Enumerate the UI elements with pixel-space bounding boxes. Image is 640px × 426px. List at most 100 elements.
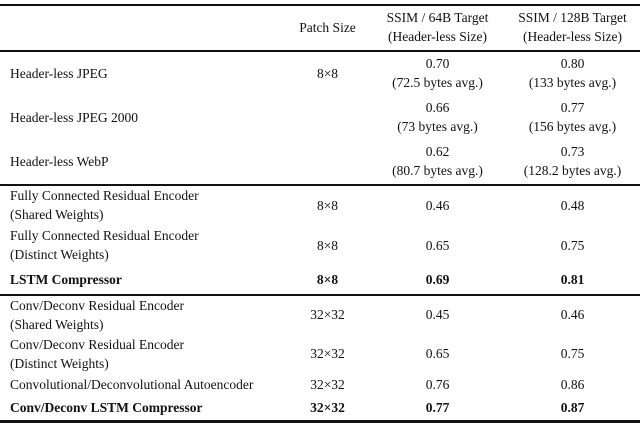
ssim-128b-cell: 0.77 (156 bytes avg.) <box>505 96 640 140</box>
row-label-line2: (Distinct Weights) <box>10 247 109 262</box>
ssim-128b-value: 0.46 <box>560 307 585 323</box>
ssim-128b-cell: 0.48 <box>505 186 640 226</box>
row-label: LSTM Compressor <box>10 271 122 287</box>
ssim-64b-value: 0.62 <box>425 144 450 160</box>
row-label: Conv/Deconv Residual Encoder <box>10 336 184 352</box>
row-label-cell: Fully Connected Residual Encoder (Shared… <box>0 186 285 226</box>
patch-size-value: 32×32 <box>310 346 345 362</box>
row-label-cell: LSTM Compressor <box>0 266 285 294</box>
table-row-headerless-webp: Header-less WebP 0.62 (80.7 bytes avg.) … <box>0 140 640 184</box>
ssim-64b-cell: 0.66 (73 bytes avg.) <box>370 96 505 140</box>
group-divider-rule-2 <box>0 294 640 296</box>
table-row-fc-residual-shared: Fully Connected Residual Encoder (Shared… <box>0 186 640 226</box>
row-label-line2: (Shared Weights) <box>10 207 104 222</box>
table-row-fc-residual-distinct: Fully Connected Residual Encoder (Distin… <box>0 226 640 266</box>
ssim-64b-cell: 0.70 (72.5 bytes avg.) <box>370 52 505 96</box>
ssim-128b-cell: 0.87 <box>505 397 640 420</box>
table-row-conv-deconv-autoencoder: Convolutional/Deconvolutional Autoencode… <box>0 374 640 397</box>
table-row-convdeconv-residual-distinct: Conv/Deconv Residual Encoder (Distinct W… <box>0 335 640 374</box>
row-label: Conv/Deconv Residual Encoder <box>10 297 184 313</box>
row-label: Conv/Deconv LSTM Compressor <box>10 400 203 416</box>
patch-size-value: 8×8 <box>316 271 339 287</box>
table-row-headerless-jpeg: Header-less JPEG 8×8 0.70 (72.5 bytes av… <box>0 52 640 96</box>
ssim-64b-value: 0.76 <box>425 377 450 393</box>
ssim-64b-value: 0.66 <box>425 100 450 116</box>
ssim-64b-value: 0.70 <box>425 56 450 72</box>
ssim-64b-cell: 0.65 <box>370 335 505 374</box>
ssim-128b-value: 0.77 <box>560 100 585 116</box>
ssim-128b-cell: 0.86 <box>505 374 640 397</box>
patch-size-cell: 8×8 <box>285 226 370 266</box>
ssim-64b-cell: 0.45 <box>370 296 505 335</box>
header-ssim-128b-line2: (Header-less Size) <box>522 29 623 44</box>
patch-size-cell: 32×32 <box>285 296 370 335</box>
ssim-128b-cell: 0.80 (133 bytes avg.) <box>505 52 640 96</box>
ssim-128b-value: 0.87 <box>560 400 585 416</box>
patch-size-cell: 32×32 <box>285 374 370 397</box>
patch-size-value: 8×8 <box>316 197 339 213</box>
ssim-64b-bytes: (80.7 bytes avg.) <box>392 163 483 178</box>
ssim-64b-value: 0.77 <box>425 400 450 416</box>
ssim-128b-cell: 0.81 <box>505 266 640 294</box>
row-label: Header-less JPEG <box>10 65 108 81</box>
ssim-128b-cell: 0.73 (128.2 bytes avg.) <box>505 140 640 184</box>
ssim-128b-value: 0.48 <box>560 197 585 213</box>
row-label-cell: Header-less JPEG <box>0 52 285 96</box>
ssim-64b-bytes: (72.5 bytes avg.) <box>392 75 483 90</box>
row-label: Convolutional/Deconvolutional Autoencode… <box>10 377 254 393</box>
row-label: Header-less JPEG 2000 <box>10 109 138 125</box>
table-top-rule <box>0 4 640 6</box>
table-row-headerless-jpeg2000: Header-less JPEG 2000 0.66 (73 bytes avg… <box>0 96 640 140</box>
patch-size-value: 32×32 <box>310 377 345 393</box>
ssim-64b-value: 0.45 <box>425 307 450 323</box>
patch-size-cell <box>285 96 370 140</box>
row-label-cell: Header-less JPEG 2000 <box>0 96 285 140</box>
ssim-128b-bytes: (128.2 bytes avg.) <box>523 163 622 178</box>
ssim-64b-cell: 0.77 <box>370 397 505 420</box>
patch-size-cell: 32×32 <box>285 397 370 420</box>
header-ssim-128b-line1: SSIM / 128B Target <box>518 10 627 26</box>
ssim-64b-cell: 0.65 <box>370 226 505 266</box>
ssim-64b-value: 0.46 <box>425 197 450 213</box>
row-label-cell: Header-less WebP <box>0 140 285 184</box>
patch-size-cell: 8×8 <box>285 52 370 96</box>
row-label-cell: Fully Connected Residual Encoder (Distin… <box>0 226 285 266</box>
patch-size-cell: 32×32 <box>285 335 370 374</box>
header-ssim-128b-cell: SSIM / 128B Target (Header-less Size) <box>505 6 640 50</box>
patch-size-value: 32×32 <box>310 400 345 416</box>
header-ssim-64b-cell: SSIM / 64B Target (Header-less Size) <box>370 6 505 50</box>
ssim-64b-cell: 0.46 <box>370 186 505 226</box>
ssim-128b-bytes: (156 bytes avg.) <box>528 119 617 134</box>
table-header-row: Patch Size SSIM / 64B Target (Header-les… <box>0 6 640 50</box>
row-label-cell: Convolutional/Deconvolutional Autoencode… <box>0 374 285 397</box>
header-method-cell <box>0 6 285 50</box>
ssim-64b-cell: 0.76 <box>370 374 505 397</box>
ssim-128b-value: 0.80 <box>560 56 585 72</box>
header-patch-size-cell: Patch Size <box>285 6 370 50</box>
ssim-128b-value: 0.86 <box>560 377 585 393</box>
table-row-convdeconv-residual-shared: Conv/Deconv Residual Encoder (Shared Wei… <box>0 296 640 335</box>
table-row-lstm-compressor: LSTM Compressor 8×8 0.69 0.81 <box>0 266 640 294</box>
row-label: Header-less WebP <box>10 153 109 169</box>
ssim-128b-value: 0.81 <box>560 271 585 287</box>
ssim-64b-value: 0.69 <box>425 271 450 287</box>
ssim-128b-value: 0.75 <box>560 346 585 362</box>
ssim-64b-bytes: (73 bytes avg.) <box>397 119 478 134</box>
header-ssim-64b-line2: (Header-less Size) <box>387 29 488 44</box>
ssim-128b-value: 0.75 <box>560 237 585 253</box>
ssim-64b-cell: 0.62 (80.7 bytes avg.) <box>370 140 505 184</box>
ssim-64b-cell: 0.69 <box>370 266 505 294</box>
ssim-128b-value: 0.73 <box>560 144 585 160</box>
header-ssim-64b-line1: SSIM / 64B Target <box>386 10 489 26</box>
patch-size-cell <box>285 140 370 184</box>
row-label-line2: (Distinct Weights) <box>10 355 109 371</box>
row-label-cell: Conv/Deconv Residual Encoder (Shared Wei… <box>0 296 285 335</box>
row-label: Fully Connected Residual Encoder <box>10 228 199 244</box>
row-label: Fully Connected Residual Encoder <box>10 188 199 204</box>
patch-size-cell: 8×8 <box>285 186 370 226</box>
header-patch-size-label: Patch Size <box>299 19 356 35</box>
ssim-128b-cell: 0.75 <box>505 335 640 374</box>
ssim-64b-value: 0.65 <box>425 346 450 362</box>
row-label-line2: (Shared Weights) <box>10 316 104 332</box>
